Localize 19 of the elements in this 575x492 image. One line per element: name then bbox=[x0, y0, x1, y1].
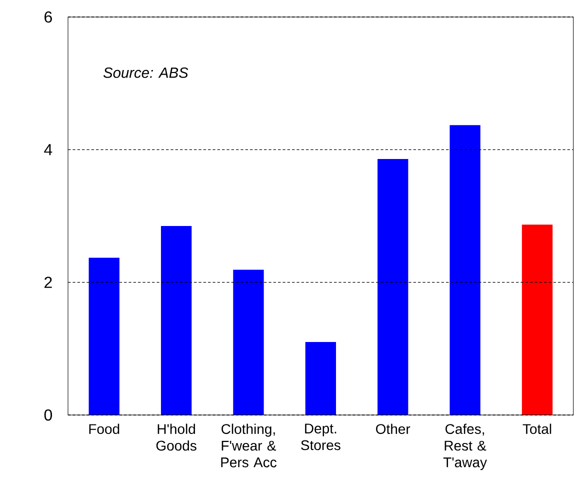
y-tick-label: 2 bbox=[44, 276, 52, 288]
bar bbox=[305, 342, 336, 415]
bar bbox=[160, 226, 192, 415]
annotation: Source: ABS bbox=[103, 68, 188, 78]
y-tick-label: 4 bbox=[44, 144, 52, 156]
x-tick-label: Other bbox=[376, 424, 410, 434]
bar bbox=[88, 258, 120, 415]
x-tick-label: Total bbox=[522, 424, 552, 434]
y-tick-label: 6 bbox=[44, 11, 52, 23]
x-tick-label: Dept. Stores bbox=[301, 424, 340, 450]
bar bbox=[522, 224, 553, 415]
x-tick-label: Food bbox=[89, 424, 120, 434]
bar bbox=[378, 158, 408, 415]
bar bbox=[233, 270, 264, 415]
x-tick-label: H'hold Goods bbox=[156, 424, 196, 451]
x-tick-label: Cafes, Rest & T'away bbox=[443, 424, 487, 470]
x-tick-label: Clothing, F'wear & Pers Acc bbox=[221, 424, 276, 468]
bar bbox=[450, 125, 480, 415]
y-tick-label: 0 bbox=[44, 409, 52, 421]
